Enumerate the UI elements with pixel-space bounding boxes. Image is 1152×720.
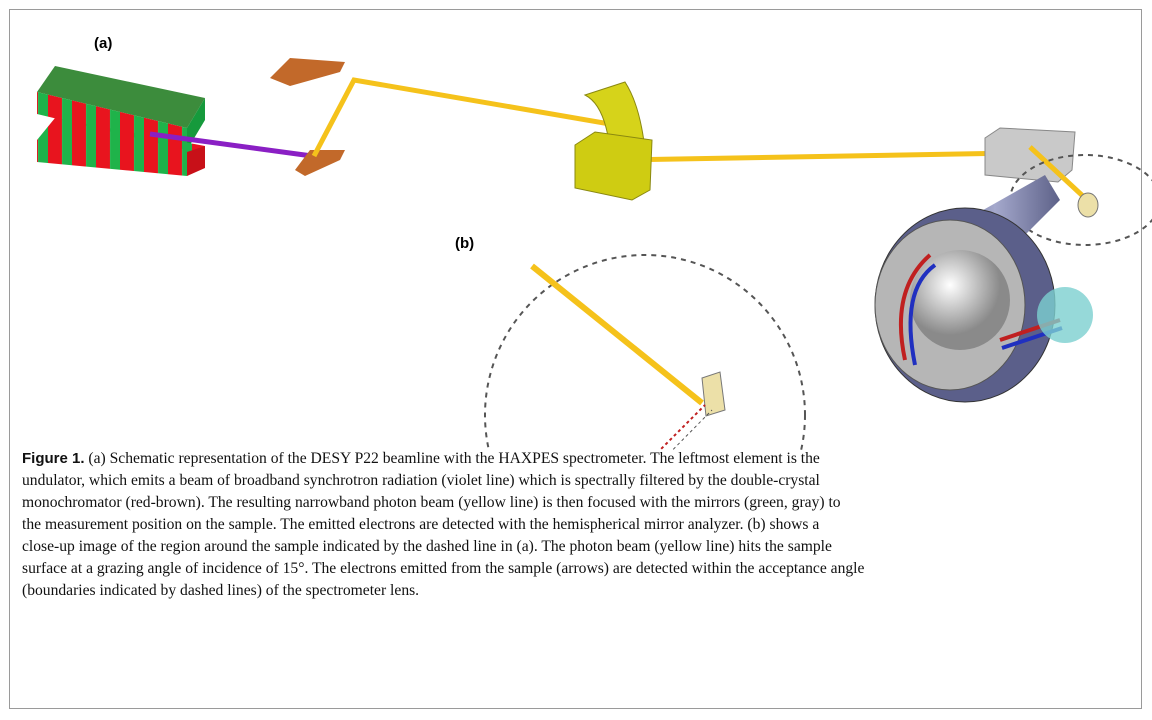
photon-beam [530,263,704,406]
electron-path [908,263,937,366]
undulator-side [187,98,205,150]
violet-beam [149,131,313,159]
caption-line: Figure 1. (a) Schematic representation o… [22,450,820,468]
dashed-region [484,254,806,450]
caption-line: monochromator (red-brown). The resulting… [22,494,841,511]
caption-text: (a) Schematic representation of the DESY… [88,450,820,467]
caption-line: (boundaries indicated by dashed lines) o… [22,582,420,599]
crystal [295,150,345,176]
caption-line: the measurement position on the sample. … [22,516,820,533]
figure-illustration: (a) (b) [37,35,1152,450]
panel-label: (a) [94,35,112,52]
detector [1037,287,1093,343]
photon-beam [311,77,1039,163]
sample [1077,192,1099,218]
photon-beam [1028,145,1087,200]
caption-label: Figure 1. [22,450,85,467]
undulator [37,118,205,176]
undulator-side [187,146,205,176]
caption-line: undulator, which emits a beam of broadba… [22,472,820,489]
sample [701,371,726,417]
undulator [37,92,187,150]
figure-frame [9,9,1142,709]
caption-line: close-up image of the region around the … [22,538,832,555]
undulator-top [37,66,205,128]
mirror [574,131,653,201]
electron-path [898,253,932,361]
hemisphere [910,250,1010,350]
caption-line: surface at a grazing angle of incidence … [22,560,865,577]
crystal [270,58,345,86]
panel-label: (b) [455,235,474,252]
